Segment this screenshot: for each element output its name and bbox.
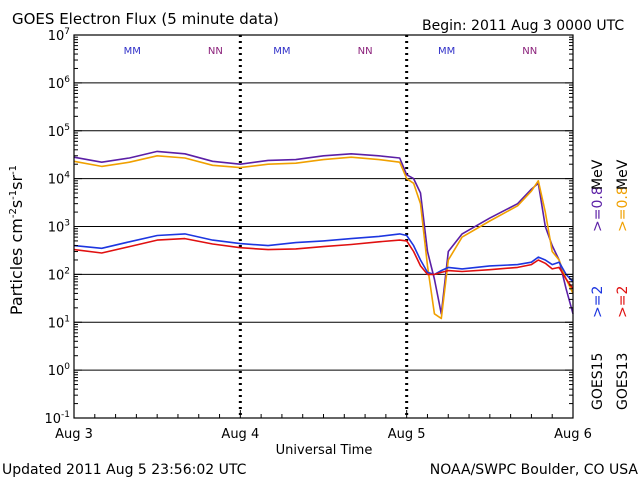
y-tick-label: 10-1 [44,410,70,427]
noon-marker: NN [358,46,373,57]
legend-goes13: >=2 >=0.8 MeV GOES13 [615,159,631,410]
legend-goes15-gt08: >=0.8 [590,186,606,232]
legend-goes15-gt2: >=2 [590,286,606,318]
noon-marker: MM [438,46,455,57]
noon-marker: MM [273,46,290,57]
series-line-3 [73,237,574,290]
y-tick-label: 103 [48,219,70,236]
x-tick-label: Aug 3 [55,427,93,442]
legend-goes15: >=2 >=0.8 MeV GOES15 [590,159,606,410]
legend-goes15-unit: MeV [590,159,606,190]
legend-goes13-gt08: >=0.8 [615,186,631,232]
legend-goes13-name: GOES13 [615,353,631,410]
legend-goes15-name: GOES15 [590,353,606,410]
y-tick-label: 106 [48,75,71,92]
x-tick-label: Aug 5 [388,427,426,442]
noon-marker: NN [522,46,537,57]
y-tick-label: 107 [48,27,70,44]
y-tick-label: 100 [48,362,71,379]
noon-marker: MM [124,46,141,57]
x-axis-label: Universal Time [276,443,373,458]
noon-marker: NN [208,46,223,57]
y-tick-label: 104 [48,171,71,188]
series-line-2 [73,233,574,283]
updated-label: Updated 2011 Aug 5 23:56:02 UTC [2,462,247,478]
credit-label: NOAA/SWPC Boulder, CO USA [430,462,639,478]
begin-label: Begin: 2011 Aug 3 0000 UTC [422,18,624,34]
x-tick-label: Aug 6 [554,427,592,442]
y-tick-label: 105 [48,123,70,140]
series-layer [73,150,574,320]
y-tick-label: 101 [48,314,70,331]
y-axis-label: Particles cm-2s-1sr-1 [7,165,26,315]
grid-layer [74,35,573,418]
noon-markers: MM NN MM NN MM NN [124,46,538,57]
legend-goes13-unit: MeV [615,159,631,190]
x-tick-label: Aug 4 [221,427,259,442]
series-line-1 [73,155,574,320]
legend-goes13-gt2: >=2 [615,286,631,318]
series-line-0 [73,150,574,315]
y-tick-label: 102 [48,266,70,283]
chart-title: GOES Electron Flux (5 minute data) [12,10,279,28]
